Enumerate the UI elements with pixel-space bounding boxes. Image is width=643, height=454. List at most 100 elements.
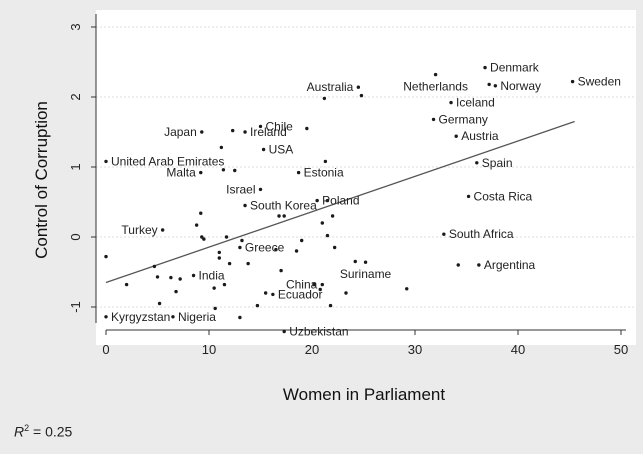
y-tick-label: 2: [68, 93, 83, 100]
data-point: [449, 100, 453, 105]
point-label: Denmark: [490, 61, 540, 75]
data-point: [330, 214, 335, 218]
plot-area: [96, 10, 636, 345]
r-squared-annotation: R2 = 0.25: [14, 423, 72, 440]
data-point: [171, 315, 175, 319]
data-point: [104, 159, 108, 164]
point-label: Spain: [482, 156, 513, 170]
y-tick-label: 3: [68, 23, 83, 30]
data-point: [200, 235, 204, 239]
data-point: [325, 198, 330, 203]
x-tick-label: 0: [102, 342, 109, 357]
data-point: [279, 268, 283, 273]
data-point: [363, 260, 368, 264]
point-label: Iceland: [456, 96, 495, 110]
point-label: Malta: [166, 166, 196, 180]
grid-lines: [96, 26, 636, 308]
fit-line: [105, 120, 575, 284]
data-point: [174, 289, 178, 294]
data-point: [104, 315, 108, 319]
point-label: South Korea: [250, 199, 317, 213]
data-point: [305, 126, 309, 131]
data-point: [222, 282, 227, 287]
data-point: [217, 256, 221, 260]
x-tick-label: 20: [305, 342, 319, 357]
r-exponent: 2: [24, 423, 30, 433]
point-label: United Arab Emirates: [111, 154, 224, 168]
data-point: [296, 170, 301, 175]
data-point: [493, 84, 498, 88]
point-label: Kyrgyzstan: [111, 310, 170, 324]
data-point: [315, 198, 319, 203]
data-point: [219, 145, 224, 150]
data-point: [191, 273, 196, 278]
data-point: [475, 161, 479, 165]
data-point: [221, 168, 226, 172]
x-ticks: 0 10 20 30 40 50: [102, 330, 628, 357]
data-point: [282, 329, 286, 334]
data-point: [431, 117, 436, 122]
data-point: [124, 282, 129, 287]
data-point: [570, 79, 575, 84]
data-point: [487, 82, 491, 87]
data-point: [213, 306, 217, 311]
x-tick-label: 30: [408, 342, 422, 357]
point-label: Nigeria: [178, 310, 216, 324]
data-point: [160, 228, 165, 232]
data-point: [243, 203, 247, 208]
y-axis-label: Control of Corruption: [32, 101, 51, 259]
r-squared-value: = 0.25: [33, 423, 73, 440]
y-tick-label: 0: [68, 233, 83, 240]
x-tick-label: 50: [614, 342, 628, 357]
point-label: Ireland: [250, 125, 287, 139]
x-tick-label: 40: [511, 342, 525, 357]
data-point: [325, 233, 330, 238]
data-point: [320, 221, 324, 225]
point-label: Chile: [266, 119, 294, 133]
data-point: [454, 134, 458, 138]
data-point: [442, 232, 446, 236]
data-point: [224, 235, 229, 239]
data-point: [255, 303, 260, 308]
point-label: China: [286, 278, 318, 292]
data-point: [323, 159, 328, 164]
data-point: [332, 245, 337, 250]
y-tick-label: -1: [68, 301, 83, 313]
data-point: [200, 130, 204, 134]
data-point: [456, 263, 460, 267]
x-axis-label: Women in Parliament: [283, 385, 445, 404]
point-label: Japan: [164, 125, 197, 139]
point-label: India: [199, 269, 225, 283]
data-point: [271, 292, 275, 297]
data-point: [356, 85, 361, 89]
point-label: Greece: [245, 241, 285, 255]
y-ticks: -1 0 1 2 3: [68, 23, 96, 313]
data-point: [202, 237, 206, 241]
x-tick-label: 10: [202, 342, 216, 357]
point-label: Costa Rica: [474, 189, 533, 203]
data-point: [261, 147, 266, 152]
data-point: [152, 264, 157, 269]
data-point: [300, 238, 304, 243]
data-point: [243, 130, 247, 134]
data-point: [240, 238, 244, 243]
data-point: [483, 65, 487, 70]
data-point: [318, 287, 322, 292]
data-point: [277, 214, 281, 218]
data-points: [104, 65, 575, 334]
data-point: [169, 275, 173, 280]
data-point: [155, 275, 160, 279]
r-symbol: R: [14, 423, 25, 440]
data-point: [359, 93, 364, 98]
data-point: [212, 286, 216, 290]
data-point: [199, 170, 203, 175]
point-label: Turkey: [121, 223, 157, 237]
data-point: [230, 128, 235, 133]
data-point: [217, 250, 221, 255]
data-point: [322, 96, 327, 101]
point-label: Uzbekistan: [289, 325, 348, 339]
data-point: [258, 124, 263, 129]
point-label: Sweden: [578, 75, 621, 89]
point-label: Germany: [439, 112, 488, 126]
data-point: [194, 223, 199, 227]
